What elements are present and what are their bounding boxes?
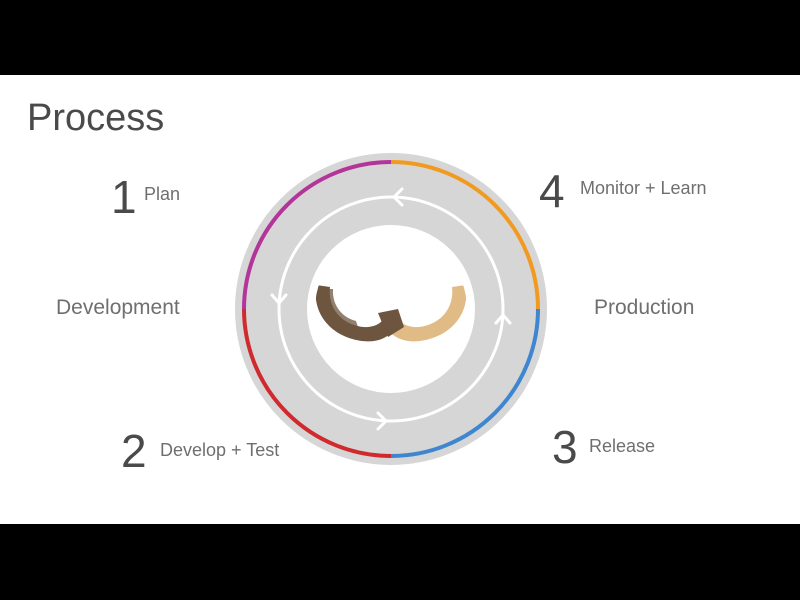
slide: Process 1 Plan 4 Monitor + Learn Develop… — [0, 75, 800, 524]
step-4-label: Monitor + Learn — [580, 178, 707, 198]
step-2-label: Develop + Test — [160, 440, 280, 460]
monitor-arc — [390, 160, 540, 310]
step-3-number: 3 — [552, 421, 578, 473]
step-1-number: 1 — [111, 171, 137, 223]
center-hub — [315, 233, 467, 385]
step-1-label: Plan — [144, 184, 181, 204]
knot-dark-shadow — [321, 289, 360, 333]
develop-arc — [242, 308, 392, 458]
step-4-number: 4 — [539, 165, 565, 217]
knot-light-band — [386, 285, 467, 342]
slide-title: Process — [27, 97, 165, 139]
plan-arc — [242, 160, 392, 310]
bottom-chevron — [376, 411, 388, 431]
top-chevron — [392, 187, 404, 207]
left-chevron — [270, 293, 288, 305]
release-arc — [390, 308, 540, 458]
process-cycle-diagram — [235, 153, 547, 465]
knot-center-tab — [378, 309, 404, 337]
cycle-ring — [235, 153, 547, 465]
right-chevron — [494, 313, 512, 325]
step-3-label: Release — [589, 436, 656, 456]
step-2-number: 2 — [121, 425, 147, 477]
cycle-arrows-icon — [270, 187, 512, 431]
production-label: Production — [594, 296, 695, 319]
knot-dark-band — [315, 285, 396, 342]
infinity-knot-icon — [315, 285, 467, 342]
cycle-track — [277, 195, 505, 423]
development-label: Development — [56, 296, 180, 319]
